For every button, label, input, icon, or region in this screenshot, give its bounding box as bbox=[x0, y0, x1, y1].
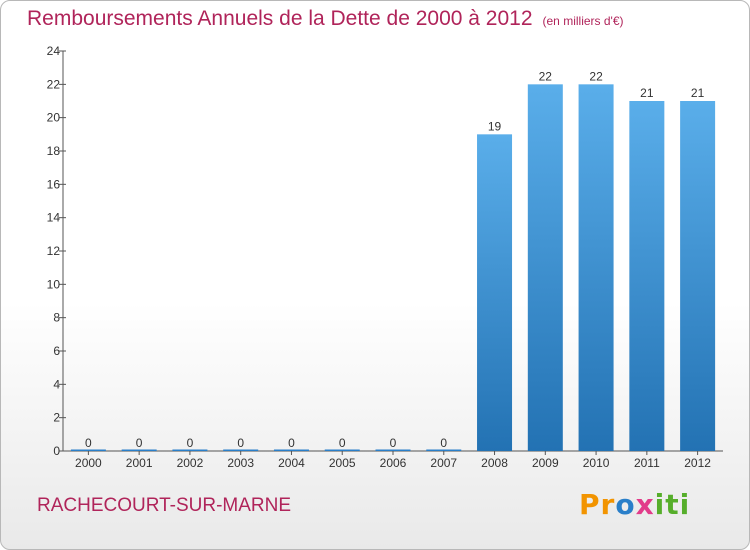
logo-part-2: o bbox=[615, 488, 636, 521]
logo-part-1: Pr bbox=[579, 488, 616, 521]
x-tick-label: 2005 bbox=[329, 456, 356, 470]
y-tick-label: 6 bbox=[53, 344, 60, 358]
x-tick-label: 2006 bbox=[380, 456, 407, 470]
y-tick-label: 8 bbox=[53, 311, 60, 325]
data-label: 0 bbox=[136, 436, 143, 450]
x-tick-label: 2008 bbox=[481, 456, 508, 470]
data-label: 22 bbox=[589, 69, 603, 83]
bar bbox=[172, 449, 208, 451]
logo-part-4: iti bbox=[654, 488, 691, 521]
data-labels: 0 0 0 0 0 0 0 0 19 22 22 21 21 bbox=[85, 69, 705, 450]
bar bbox=[578, 84, 614, 451]
y-tick-label: 22 bbox=[47, 77, 61, 91]
x-tick-label: 2001 bbox=[126, 456, 153, 470]
y-tick-label: 4 bbox=[53, 377, 60, 391]
data-label: 19 bbox=[488, 119, 502, 133]
y-tick-label: 16 bbox=[47, 177, 61, 191]
chart-title: Remboursements Annuels de la Dette de 20… bbox=[27, 7, 624, 31]
bar bbox=[273, 449, 309, 451]
data-label: 21 bbox=[691, 86, 705, 100]
bar bbox=[70, 449, 106, 451]
data-label: 0 bbox=[440, 436, 447, 450]
x-tick-label: 2003 bbox=[227, 456, 254, 470]
bar bbox=[680, 101, 716, 451]
data-label: 0 bbox=[85, 436, 92, 450]
y-tick-label: 0 bbox=[53, 444, 60, 458]
logo-part-3: x bbox=[635, 488, 655, 521]
x-tick-label: 2004 bbox=[278, 456, 305, 470]
x-tick-label: 2009 bbox=[532, 456, 559, 470]
x-tick-label: 2007 bbox=[430, 456, 457, 470]
data-label: 0 bbox=[390, 436, 397, 450]
bar bbox=[527, 84, 563, 451]
data-label: 0 bbox=[187, 436, 194, 450]
chart-subtitle: (en milliers d'€) bbox=[542, 14, 624, 28]
bar bbox=[223, 449, 259, 451]
bar bbox=[121, 449, 157, 451]
bar bbox=[477, 134, 513, 452]
y-tick-label: 14 bbox=[47, 211, 61, 225]
x-tick-label: 2000 bbox=[75, 456, 102, 470]
bar bbox=[324, 449, 360, 451]
x-tick-label: 2010 bbox=[583, 456, 610, 470]
chart-title-text: Remboursements Annuels de la Dette de 20… bbox=[27, 7, 533, 30]
y-tick-label: 18 bbox=[47, 144, 61, 158]
x-tick-label: 2012 bbox=[684, 456, 711, 470]
x-tick-label: 2011 bbox=[634, 456, 660, 470]
city-name: RACHECOURT-SUR-MARNE bbox=[37, 495, 292, 516]
bar bbox=[426, 449, 462, 451]
data-label: 22 bbox=[539, 69, 553, 83]
data-label: 21 bbox=[640, 86, 654, 100]
bars bbox=[70, 84, 716, 452]
data-label: 0 bbox=[288, 436, 295, 450]
y-tick-label: 2 bbox=[53, 411, 60, 425]
proxiti-logo: Proxiti bbox=[579, 488, 690, 521]
data-label: 0 bbox=[339, 436, 346, 450]
bar bbox=[375, 449, 411, 451]
y-tick-label: 24 bbox=[47, 44, 61, 58]
bar bbox=[629, 101, 665, 451]
data-label: 0 bbox=[237, 436, 244, 450]
y-tick-label: 12 bbox=[47, 244, 61, 258]
y-tick-label: 10 bbox=[47, 277, 61, 291]
y-tick-label: 20 bbox=[47, 111, 61, 125]
x-tick-label: 2002 bbox=[177, 456, 204, 470]
